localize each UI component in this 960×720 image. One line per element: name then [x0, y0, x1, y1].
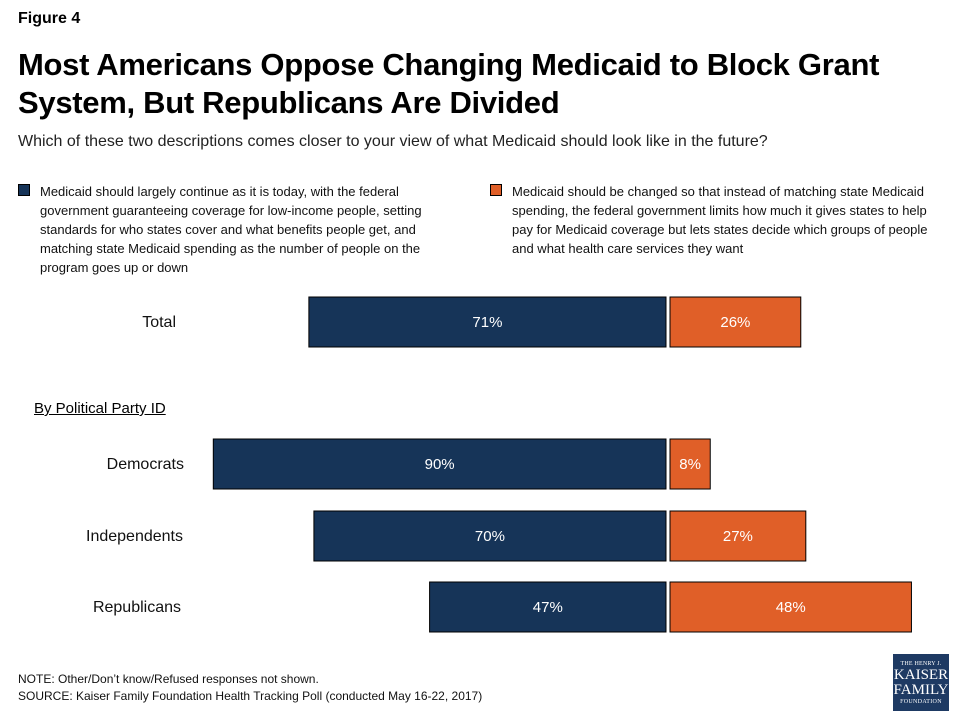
source-text: SOURCE: Kaiser Family Foundation Health …	[18, 689, 483, 703]
data-label-continue-total: 71%	[472, 314, 502, 331]
bar-changed-total	[669, 296, 802, 348]
data-label-continue-democrats: 90%	[425, 456, 455, 473]
data-label-changed-total: 26%	[720, 314, 750, 331]
category-label-total: Total	[142, 314, 176, 331]
bar-changed-democrats	[669, 438, 711, 490]
logo-line-2: KAISER	[893, 666, 949, 683]
notes: NOTE: Other/Don’t know/Refused responses…	[18, 671, 482, 705]
data-label-changed-democrats: 8%	[679, 456, 701, 473]
kff-logo: THE HENRY J. KAISER FAMILY FOUNDATION	[893, 654, 949, 711]
bar-changed-independents	[669, 510, 807, 562]
bar-changed-republicans	[669, 581, 912, 633]
bar-continue-independents	[313, 510, 667, 562]
logo-line-1: THE HENRY J.	[900, 660, 942, 667]
legend-label-changed: Medicaid should be changed so that inste…	[512, 184, 928, 256]
section-label-party: By Political Party ID	[34, 400, 166, 417]
legend-item-continue: Medicaid should largely continue as it i…	[18, 182, 468, 277]
bar-continue-total	[308, 296, 667, 348]
logo-line-4: FOUNDATION	[900, 698, 942, 705]
logo-line-3: FAMILY	[893, 681, 949, 698]
legend-swatch-changed	[490, 184, 502, 196]
category-label-republicans: Republicans	[93, 599, 181, 616]
bar-continue-democrats	[212, 438, 667, 490]
legend-label-continue: Medicaid should largely continue as it i…	[40, 184, 422, 275]
legend-swatch-continue	[18, 184, 30, 196]
note-text: NOTE: Other/Don’t know/Refused responses…	[18, 672, 319, 686]
bar-continue-republicans	[429, 581, 667, 633]
chart-subtitle: Which of these two descriptions comes cl…	[18, 133, 768, 150]
category-label-democrats: Democrats	[107, 456, 184, 473]
data-label-continue-independents: 70%	[475, 528, 505, 545]
data-label-changed-independents: 27%	[723, 528, 753, 545]
legend-item-changed: Medicaid should be changed so that inste…	[490, 182, 950, 258]
data-label-continue-republicans: 47%	[533, 599, 563, 616]
data-label-changed-republicans: 48%	[776, 599, 806, 616]
chart-title: Most Americans Oppose Changing Medicaid …	[18, 47, 880, 120]
figure-label: Figure 4	[18, 10, 81, 27]
category-label-independents: Independents	[86, 528, 183, 545]
